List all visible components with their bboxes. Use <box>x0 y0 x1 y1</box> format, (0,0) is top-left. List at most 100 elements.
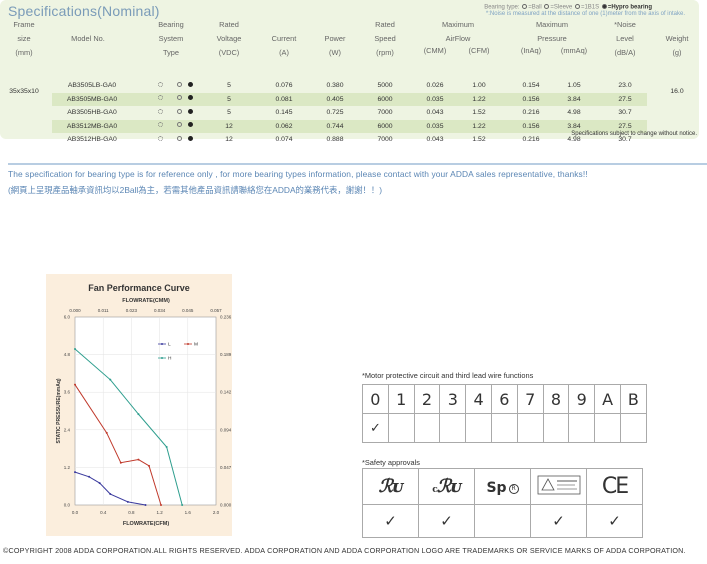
x-tick-label: 1.2 <box>156 510 163 515</box>
y2-tick-label: 0.047 <box>220 465 232 470</box>
series-point-L <box>145 504 147 506</box>
ball-symbol-icon <box>522 4 527 9</box>
series-point-H <box>74 348 76 350</box>
b1s-symbol-icon <box>575 4 580 9</box>
motor-title: *Motor protective circuit and third lead… <box>362 371 533 380</box>
x-tick-label: 0.0 <box>72 510 79 515</box>
safety-check: ✓ <box>587 505 643 538</box>
table-row: AB3512HB-GA0 12 0.074 0.888 7000 0.043 1.52 0.2… <box>52 133 647 139</box>
ball-bearing-icon <box>158 109 163 114</box>
ce-logo: CE <box>587 469 643 505</box>
chart-title: Fan Performance Curve <box>88 283 190 293</box>
legend-marker-M <box>187 343 189 345</box>
cell-model: AB3512HB-GA0 <box>52 133 132 139</box>
header-voltage-1: Rated <box>206 18 252 32</box>
sleeve-symbol-icon <box>544 4 549 9</box>
cell-voltage: 5 <box>206 93 252 107</box>
safety-check: ✓ <box>419 505 475 538</box>
motor-check <box>569 414 595 443</box>
y2-tick-label: 0.142 <box>220 390 232 395</box>
motor-code: 1 <box>388 385 414 414</box>
chinese-note: (網頁上呈現產品軸承資訊均以2Ball為主，若需其他產品資訊請聯絡您在ADDA的… <box>8 184 382 196</box>
y-tick-label: 4.8 <box>64 352 71 357</box>
cell-cfm: 1.52 <box>462 106 496 120</box>
motor-code: 7 <box>517 385 543 414</box>
header-frame: Frame size (mm) <box>2 18 46 60</box>
sleeve-bearing-icon <box>177 82 182 87</box>
tuv-logo <box>531 469 587 505</box>
series-point-L <box>109 493 111 495</box>
y-tick-label: 0.0 <box>64 503 71 508</box>
cell-mmaq: 1.05 <box>556 79 592 93</box>
motor-code: B <box>620 385 646 414</box>
fan-performance-chart: Fan Performance Curve FLOWRATE(CMM) 0.000 0… <box>46 274 232 536</box>
header-frame-2: size <box>2 32 46 46</box>
top-tick-label: 0.034 <box>154 308 166 313</box>
cell-inaq: 0.156 <box>514 93 548 107</box>
header-inaq: (InAq) <box>514 46 548 55</box>
cell-model: AB3505HB-GA0 <box>52 106 132 120</box>
cell-current: 0.081 <box>262 93 306 107</box>
legend-label-M: M <box>194 342 198 348</box>
bearing-type-icons <box>150 93 200 107</box>
motor-check <box>440 414 466 443</box>
header-model-1: Model No. <box>54 32 122 46</box>
frame-size-value: 35x35x10 <box>2 88 46 95</box>
ul-logo: ℛᴜ <box>363 469 419 505</box>
hypro-bearing-icon <box>188 109 193 114</box>
cell-model: AB3512MB-GA0 <box>52 120 132 134</box>
header-current: Current (A) <box>262 32 306 60</box>
motor-code: 9 <box>569 385 595 414</box>
hypro-bearing-icon <box>188 95 193 100</box>
motor-code: 0 <box>363 385 389 414</box>
legend-label-H: H <box>168 356 172 362</box>
motor-check <box>620 414 646 443</box>
y2-tick-label: 0.094 <box>220 427 232 432</box>
y2-tick-label: 0.189 <box>220 352 232 357</box>
cell-speed: 7000 <box>364 106 406 120</box>
cell-voltage: 5 <box>206 79 252 93</box>
y-tick-label: 2.4 <box>64 427 71 432</box>
cell-mmaq: 3.84 <box>556 93 592 107</box>
chart-svg: Fan Performance Curve FLOWRATE(CMM) 0.000 0… <box>46 274 232 536</box>
ball-bearing-icon <box>158 136 163 139</box>
header-bearing-2: System <box>142 32 200 46</box>
cell-cmm: 0.043 <box>418 106 452 120</box>
header-weight-1: Weight <box>657 32 697 46</box>
cell-noise: 23.0 <box>602 79 648 93</box>
header-speed: Rated Speed (rpm) <box>364 18 406 60</box>
cell-model: AB3505LB-GA0 <box>52 79 132 93</box>
top-tick-label: 0.000 <box>69 308 81 313</box>
y2-tick-label: 0.000 <box>220 503 232 508</box>
series-point-M <box>148 465 150 467</box>
safety-title: *Safety approvals <box>362 458 420 467</box>
cell-voltage: 12 <box>206 133 252 139</box>
series-point-M <box>106 432 108 434</box>
header-airflow: Maximum AirFlow <box>414 18 502 46</box>
header-cfm: (CFM) <box>462 46 496 55</box>
cell-inaq: 0.216 <box>514 133 548 139</box>
header-weight-2: (g) <box>657 46 697 60</box>
cell-model: AB3505MB-GA0 <box>52 93 132 107</box>
ball-bearing-icon <box>158 122 163 127</box>
cell-cfm: 1.52 <box>462 133 496 139</box>
cell-cfm: 1.00 <box>462 79 496 93</box>
hypro-symbol-icon <box>602 4 607 9</box>
cell-speed: 7000 <box>364 133 406 139</box>
header-current-1: Current <box>262 32 306 46</box>
y-tick-label: 6.0 <box>64 315 71 320</box>
header-voltage-3: (VDC) <box>206 46 252 60</box>
header-speed-3: (rpm) <box>364 46 406 60</box>
header-noise: *Noise Level (dB/A) <box>602 18 648 60</box>
ball-bearing-icon <box>158 95 163 100</box>
cell-cfm: 1.22 <box>462 120 496 134</box>
cell-inaq: 0.156 <box>514 120 548 134</box>
copyright: ©COPYRIGHT 2008 ADDA CORPORATION.ALL RIG… <box>3 546 686 555</box>
cell-noise: 27.5 <box>602 93 648 107</box>
cell-voltage: 12 <box>206 120 252 134</box>
safety-check: ✓ <box>363 505 419 538</box>
header-pressure-2: Pressure <box>512 32 592 46</box>
x-tick-label: 0.4 <box>100 510 107 515</box>
cell-speed: 6000 <box>364 93 406 107</box>
header-current-2: (A) <box>262 46 306 60</box>
